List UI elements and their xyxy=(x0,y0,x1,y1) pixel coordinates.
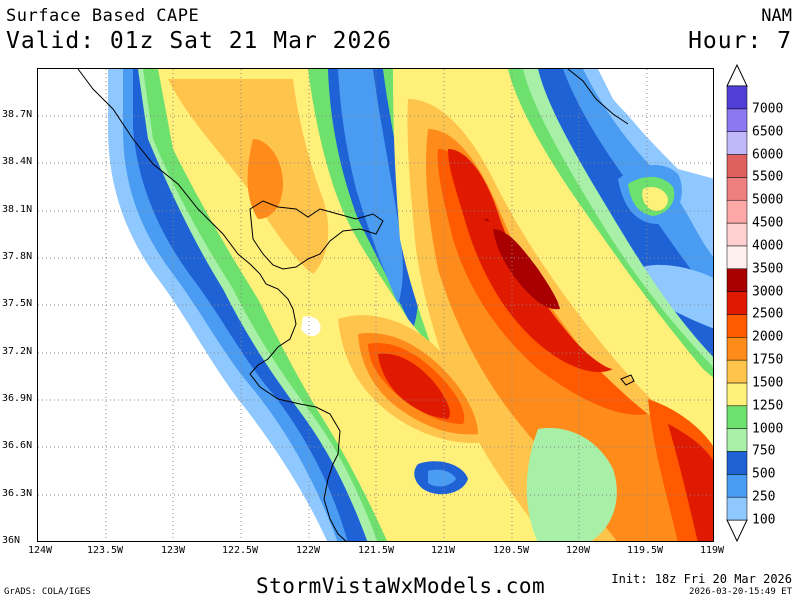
colorbar-swatch xyxy=(726,245,748,269)
forecast-hour: Hour: 7 xyxy=(688,28,792,54)
colorbar-label: 1750 xyxy=(752,352,784,368)
colorbar-label: 4000 xyxy=(752,238,784,254)
colorbar-swatch xyxy=(726,131,748,155)
colorbar-label: 2000 xyxy=(752,329,784,345)
colorbar-swatch xyxy=(726,382,748,407)
generated-stamp: 2026-03-20-15:49 ET xyxy=(689,587,792,597)
colorbar-swatch xyxy=(726,154,748,178)
colorbar-swatch xyxy=(726,428,748,452)
colorbar-swatch xyxy=(726,496,748,521)
lat-label-36: 36N xyxy=(2,535,21,546)
colorbar-swatch xyxy=(726,85,748,110)
colorbar-swatch xyxy=(726,474,748,498)
lat-label-38-7: 38.7N xyxy=(2,109,33,120)
colorbar-label: 1000 xyxy=(752,421,784,437)
colorbar-label: 1500 xyxy=(752,375,784,391)
lon-label-121: 121W xyxy=(430,545,456,556)
init-time: Init: 18z Fri 20 Mar 2026 xyxy=(611,572,792,586)
colorbar-label: 500 xyxy=(752,466,776,482)
lat-label-37-8: 37.8N xyxy=(2,251,33,262)
colorbar-swatch xyxy=(726,222,748,247)
colorbar-swatch xyxy=(726,177,748,201)
lon-label-119: 119W xyxy=(699,545,725,556)
colorbar-top-arrow xyxy=(726,64,748,87)
colorbar-label: 4500 xyxy=(752,215,784,231)
colorbar-label: 750 xyxy=(752,443,776,459)
cape-map xyxy=(37,68,714,542)
lat-label-36-6: 36.6N xyxy=(2,440,33,451)
lon-label-124: 124W xyxy=(27,545,53,556)
lon-label-120: 120W xyxy=(565,545,591,556)
colorbar-label: 2500 xyxy=(752,306,784,322)
site-name: StormVistaWxModels.com xyxy=(256,574,546,598)
colorbar-bottom-arrow xyxy=(726,519,748,542)
colorbar-swatch xyxy=(726,359,748,384)
lon-label-123-5: 123.5W xyxy=(86,545,124,556)
colorbar-label: 1250 xyxy=(752,398,784,414)
colorbar-label: 6000 xyxy=(752,147,784,163)
grads-credit: GrADS: COLA/IGES xyxy=(4,587,91,597)
lat-label-38-4: 38.4N xyxy=(2,156,33,167)
colorbar-swatch xyxy=(726,199,748,224)
lon-label-122-5: 122.5W xyxy=(221,545,259,556)
colorbar-label: 5000 xyxy=(752,192,784,208)
lon-label-121-5: 121.5W xyxy=(357,545,395,556)
colorbar-label: 250 xyxy=(752,489,776,505)
colorbar-swatch xyxy=(726,314,748,338)
colorbar-label: 100 xyxy=(752,512,776,528)
lat-label-37-5: 37.5N xyxy=(2,298,33,309)
product-title: Surface Based CAPE xyxy=(6,6,200,26)
lon-label-122: 122W xyxy=(295,545,321,556)
lat-label-37-2: 37.2N xyxy=(2,346,33,357)
colorbar xyxy=(726,64,748,542)
model-name: NAM xyxy=(761,6,792,26)
lat-label-38-1: 38.1N xyxy=(2,204,33,215)
valid-time: Valid: 01z Sat 21 Mar 2026 xyxy=(6,28,393,54)
colorbar-label: 3500 xyxy=(752,261,784,277)
lat-label-36-3: 36.3N xyxy=(2,488,33,499)
lon-label-119-5: 119.5W xyxy=(626,545,664,556)
colorbar-label: 3000 xyxy=(752,284,784,300)
lat-label-36-9: 36.9N xyxy=(2,393,33,404)
colorbar-swatch xyxy=(726,405,748,429)
colorbar-label: 7000 xyxy=(752,101,784,117)
lon-label-123: 123W xyxy=(160,545,186,556)
colorbar-swatch xyxy=(726,337,748,361)
colorbar-label: 6500 xyxy=(752,124,784,140)
colorbar-swatch xyxy=(726,291,748,315)
cape-field xyxy=(38,69,713,541)
colorbar-swatch xyxy=(726,451,748,475)
lon-label-120-5: 120.5W xyxy=(492,545,530,556)
colorbar-swatch xyxy=(726,108,748,132)
colorbar-swatch xyxy=(726,268,748,292)
colorbar-label: 5500 xyxy=(752,169,784,185)
